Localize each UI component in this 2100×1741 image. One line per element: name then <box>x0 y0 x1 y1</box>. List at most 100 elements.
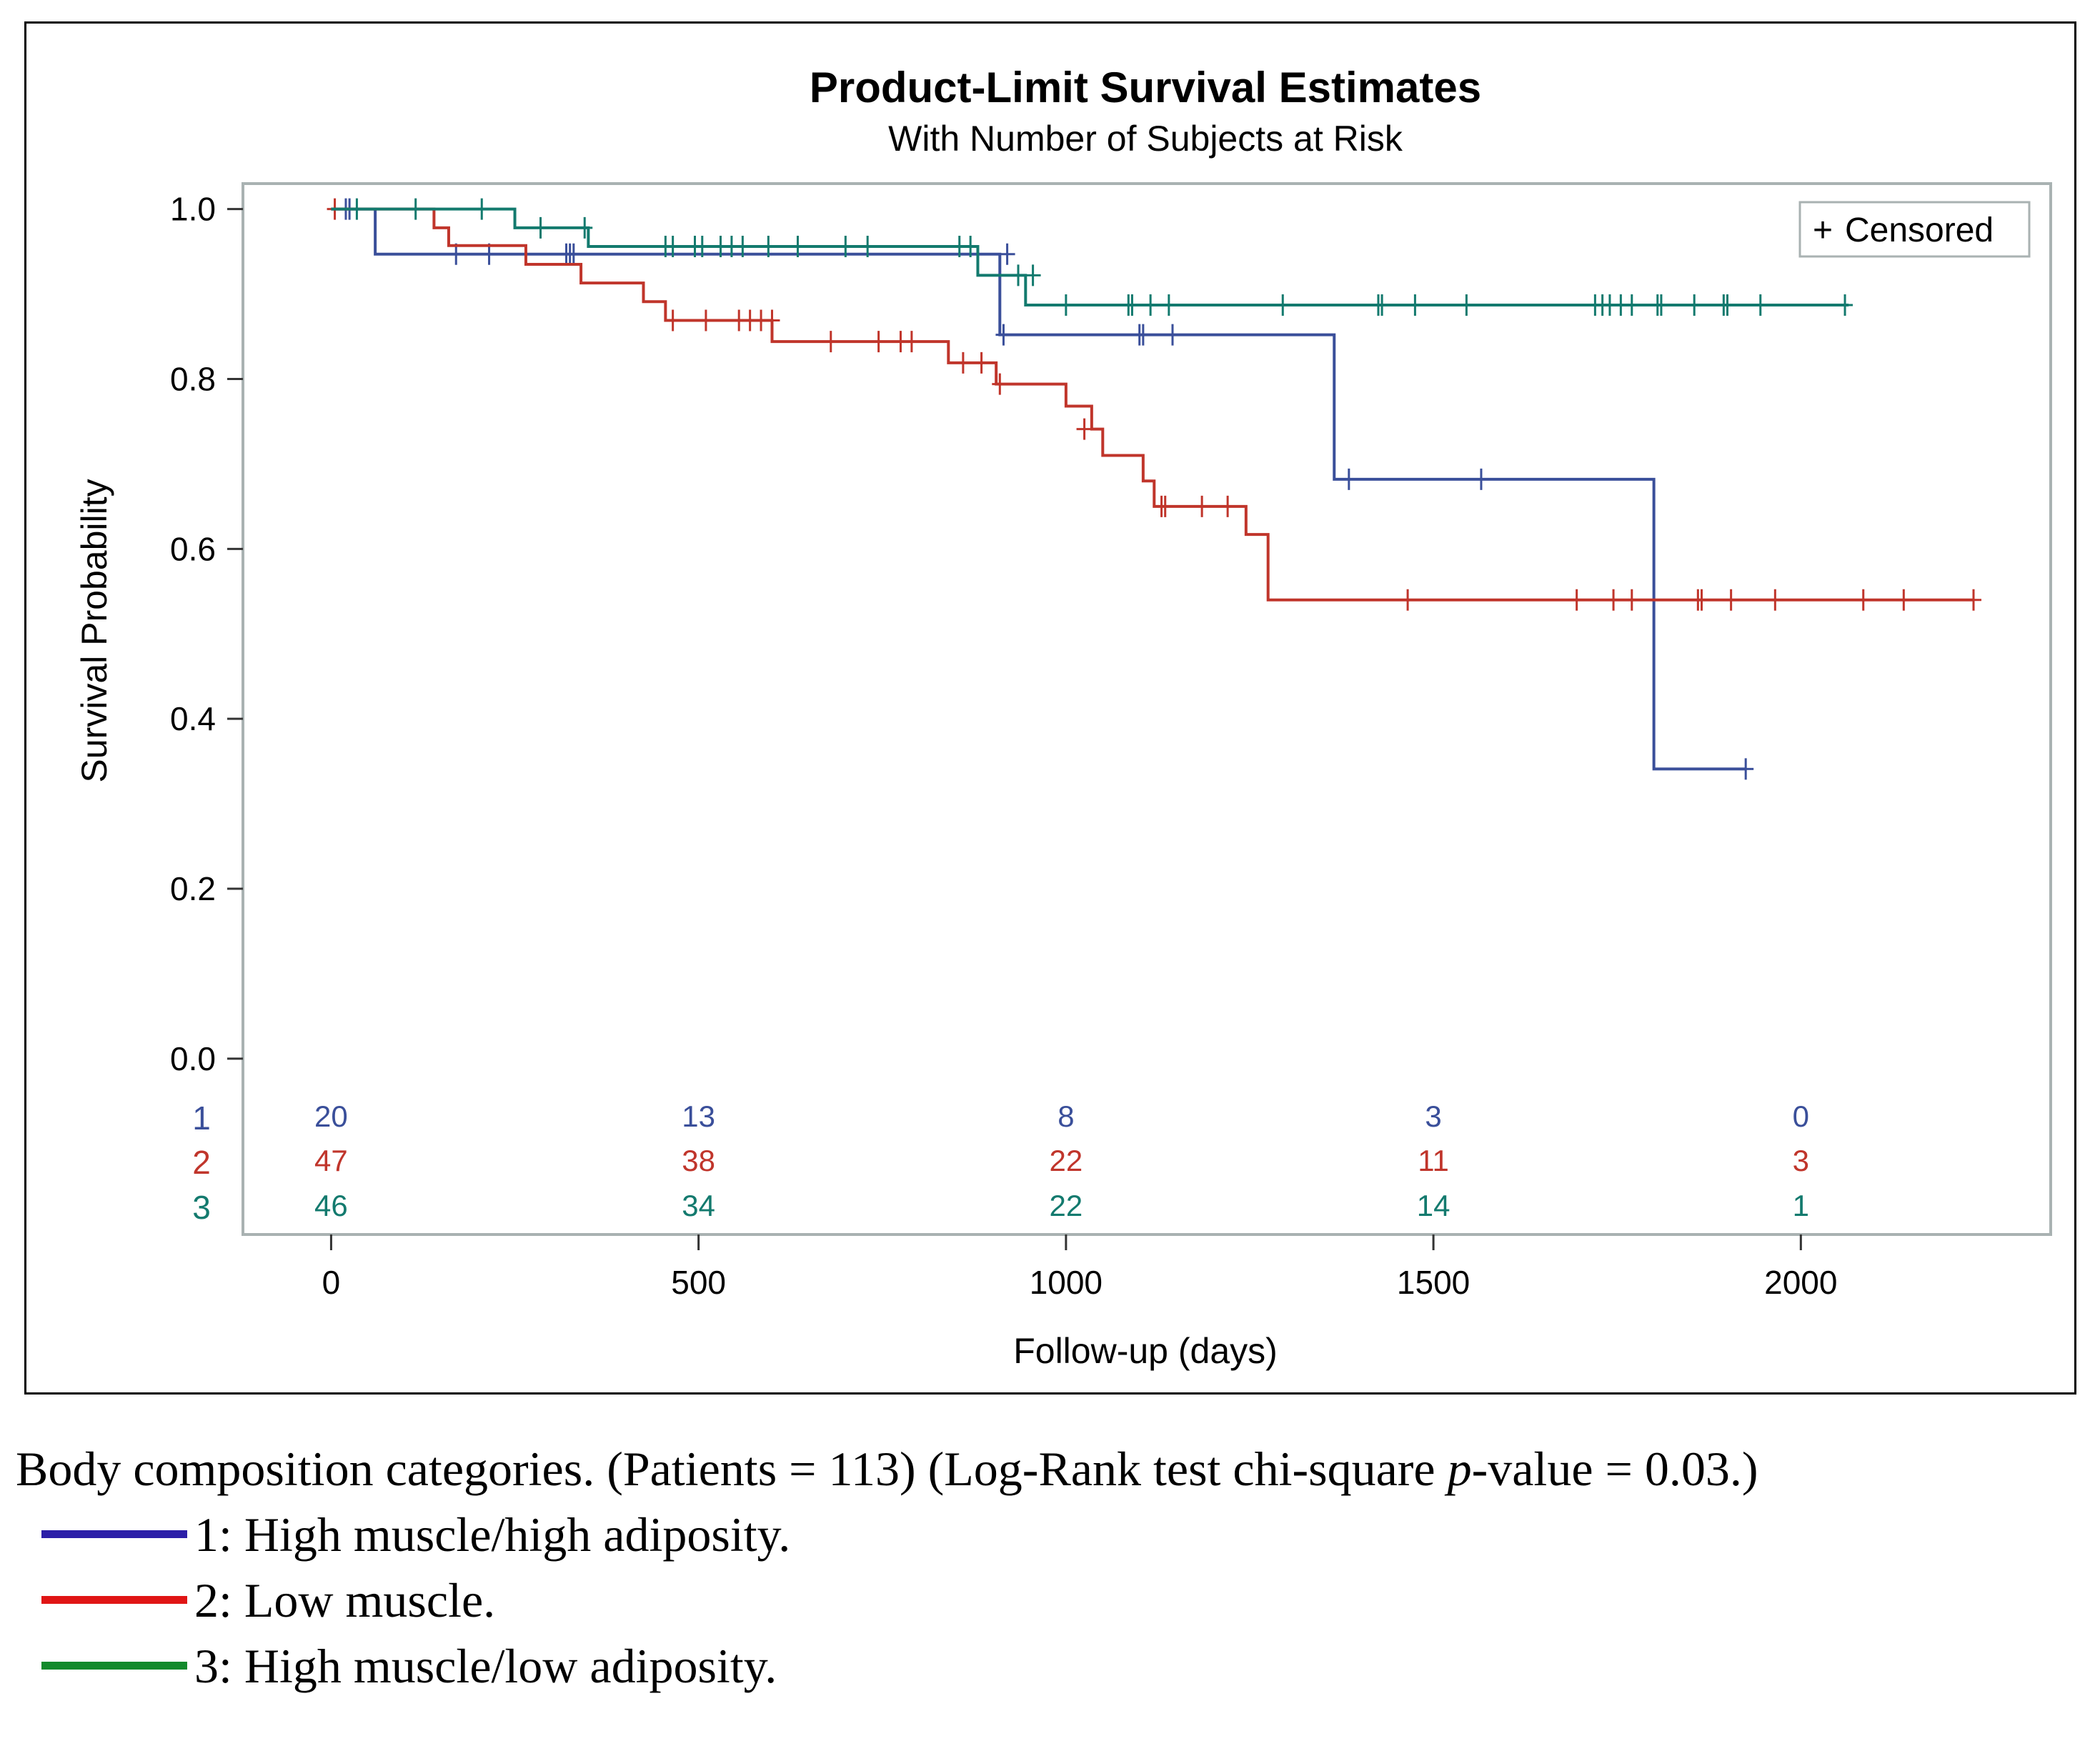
risk-count: 46 <box>314 1189 348 1222</box>
risk-group-label: 1 <box>192 1099 211 1137</box>
censor-mark-group-2 <box>955 351 971 374</box>
figure-caption: Body composition categories. (Patients =… <box>16 1436 2088 1699</box>
censor-mark-group-2 <box>1896 589 1912 611</box>
censor-mark-group-2 <box>1076 418 1093 440</box>
y-axis-label: Survival Probability <box>74 479 114 782</box>
censor-mark-group-2 <box>1157 495 1173 517</box>
y-tick-label: 1.0 <box>170 191 216 228</box>
km-chart: Product-Limit Survival Estimates With Nu… <box>74 64 2052 1371</box>
risk-count: 11 <box>1418 1144 1449 1177</box>
risk-count: 8 <box>1058 1099 1074 1133</box>
censor-mark-group-2 <box>992 373 1008 395</box>
risk-count: 14 <box>1417 1189 1450 1222</box>
censor-mark-group-3 <box>349 198 365 220</box>
legend-box: + Censored <box>1798 201 2031 258</box>
caption-legend-item-1: 1: High muscle/high adiposity. <box>16 1502 2088 1567</box>
censor-mark-group-1 <box>1165 324 1180 346</box>
censor-mark-group-2 <box>1194 495 1210 517</box>
censor-mark-group-2 <box>1855 589 1871 611</box>
censor-mark-group-3 <box>1458 294 1475 316</box>
legend-swatch-2 <box>41 1596 187 1604</box>
censor-mark-group-3 <box>1407 294 1423 316</box>
censor-mark-group-2 <box>1220 495 1236 517</box>
censor-mark-group-3 <box>735 235 751 257</box>
chart-subtitle: With Number of Subjects at Risk <box>888 119 1403 159</box>
legend-label: Censored <box>1845 211 1994 249</box>
censor-mark-group-3 <box>577 216 593 239</box>
risk-group-label: 2 <box>192 1144 211 1181</box>
censor-mark-group-3 <box>407 198 424 220</box>
risk-count: 0 <box>1793 1099 1809 1133</box>
censor-mark-group-2 <box>1767 589 1783 611</box>
caption-text-end: -value = 0.03.) <box>1471 1442 1758 1496</box>
caption-main: Body composition categories. (Patients =… <box>16 1436 2088 1502</box>
y-tick-label: 0.8 <box>170 361 216 398</box>
censor-mark-group-2 <box>1966 589 1982 611</box>
censor-mark-group-3 <box>962 235 979 257</box>
censor-mark-group-2 <box>1723 589 1739 611</box>
censor-mark-group-2 <box>1400 589 1416 611</box>
risk-count: 3 <box>1793 1144 1809 1177</box>
censor-mark-group-3 <box>1752 294 1768 316</box>
censor-mark-group-1 <box>1340 468 1357 490</box>
x-tick-label: 500 <box>671 1264 726 1301</box>
y-tick-label: 0.4 <box>170 700 216 737</box>
caption-legend-label-3: 3: High muscle/low adiposity. <box>194 1639 777 1693</box>
at-risk-table: 1 20 13 8 3 0 2 47 38 22 11 3 3 46 34 22 14 1 <box>192 1099 1809 1226</box>
survival-line-group-1 <box>331 207 1746 771</box>
censor-mark-group-3 <box>837 235 854 257</box>
censor-mark-group-3 <box>1010 264 1027 286</box>
censor-mark-group-2 <box>870 331 887 353</box>
censor-mark-group-3 <box>1686 294 1703 316</box>
x-tick-label: 0 <box>322 1264 341 1301</box>
caption-p-italic: p <box>1447 1442 1472 1496</box>
x-tick-label: 2000 <box>1764 1264 1837 1301</box>
risk-count: 1 <box>1793 1189 1809 1222</box>
censor-mark-group-1 <box>565 243 582 265</box>
caption-legend-item-2: 2: Low muscle. <box>16 1567 2088 1633</box>
censor-mark-group-3 <box>1124 294 1140 316</box>
censor-mark-group-2 <box>665 309 681 331</box>
risk-group-label: 3 <box>192 1189 211 1226</box>
risk-count: 38 <box>682 1144 715 1177</box>
censor-mark-group-2 <box>973 351 990 374</box>
censor-mark-group-2 <box>903 331 920 353</box>
caption-legend-label-2: 2: Low muscle. <box>194 1573 496 1627</box>
censor-mark-group-3 <box>1025 264 1041 286</box>
censor-mark-group-3 <box>760 235 777 257</box>
x-axis-label: Follow-up (days) <box>1013 1331 1278 1371</box>
censor-mark-group-1 <box>999 243 1015 265</box>
censor-mark-group-2 <box>1693 589 1710 611</box>
y-tick-label: 0.2 <box>170 870 216 907</box>
censor-mark-group-3 <box>860 235 876 257</box>
censor-mark-group-2 <box>1568 589 1585 611</box>
censor-mark-group-3 <box>1058 294 1074 316</box>
censor-mark-group-2 <box>697 309 714 331</box>
risk-count: 20 <box>314 1099 348 1133</box>
caption-legend-label-1: 1: High muscle/high adiposity. <box>194 1507 791 1562</box>
legend-swatch-1 <box>41 1530 187 1538</box>
figure-frame: Product-Limit Survival Estimates With Nu… <box>24 21 2076 1395</box>
censor-mark-group-3 <box>1653 294 1669 316</box>
censor-mark-group-3 <box>790 235 806 257</box>
caption-legend-item-3: 3: High muscle/low adiposity. <box>16 1633 2088 1699</box>
risk-count: 47 <box>314 1144 348 1177</box>
legend-swatch-3 <box>41 1662 187 1670</box>
censor-mark-group-3 <box>665 235 681 257</box>
censor-mark-group-3 <box>1143 294 1159 316</box>
censor-mark-group-3 <box>474 198 490 220</box>
plot-area <box>242 182 2052 1236</box>
censor-mark-group-3 <box>1160 294 1177 316</box>
censor-mark-group-2 <box>822 331 839 353</box>
legend-marker: + <box>1813 211 1833 249</box>
censor-mark-group-3 <box>1719 294 1736 316</box>
censor-mark-group-3 <box>1275 294 1291 316</box>
y-axis: 0.0 0.2 0.4 0.6 0.8 1.0 <box>170 191 243 1077</box>
x-tick-label: 1000 <box>1030 1264 1103 1301</box>
x-axis: 0 500 1000 1500 2000 <box>322 1234 1837 1301</box>
censor-mark-group-3 <box>1837 294 1853 316</box>
risk-count: 22 <box>1050 1189 1083 1222</box>
caption-text-start: Body composition categories. (Patients =… <box>16 1442 1448 1496</box>
survival-line-group-3 <box>331 207 1849 307</box>
risk-count: 34 <box>682 1189 715 1222</box>
